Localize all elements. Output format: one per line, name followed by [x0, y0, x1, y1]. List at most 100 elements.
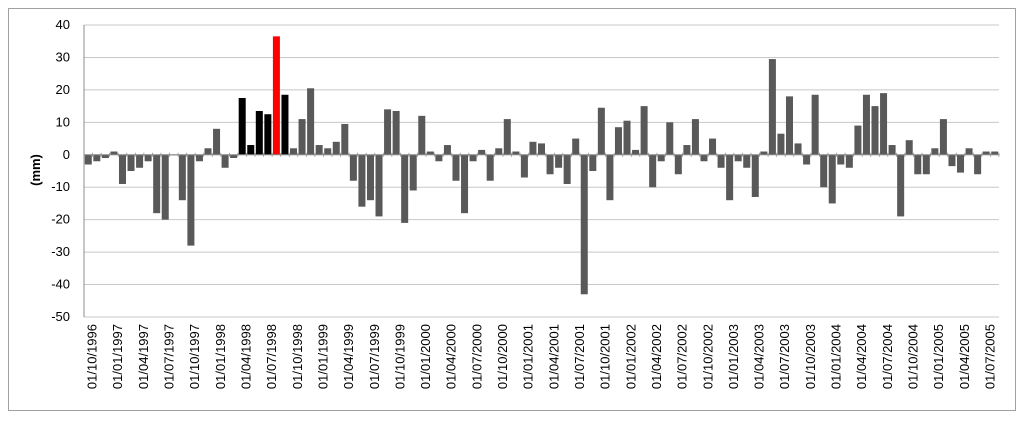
x-tick-label: 01/04/2001 [546, 324, 561, 389]
bar [580, 154, 588, 295]
x-tick-label: 01/04/2000 [444, 324, 459, 389]
bar [495, 148, 503, 155]
bar [247, 145, 255, 155]
bar [537, 143, 545, 155]
bar [315, 145, 323, 155]
bar [939, 119, 947, 155]
bar [418, 115, 426, 155]
bar [512, 151, 520, 155]
bar [213, 128, 221, 155]
bar [272, 36, 280, 155]
x-tick-labels: 01/10/1996 01/01/1997 01/04/1997 01/07/1997… [85, 324, 998, 389]
bar [221, 154, 229, 168]
bar [828, 154, 836, 204]
bar [914, 154, 922, 175]
x-tick-label: 01/04/1997 [136, 324, 151, 389]
bars [84, 36, 999, 295]
bar [546, 154, 554, 175]
x-tick-label: 01/10/1997 [187, 324, 202, 389]
bar [700, 154, 708, 162]
x-tick-label: 01/10/2003 [803, 324, 818, 389]
x-tick-label: 01/04/2002 [649, 324, 664, 389]
bar [803, 154, 811, 165]
x-tick-label: 01/07/2001 [572, 324, 587, 389]
y-tick-label: -20 [51, 212, 70, 227]
x-tick-label: 01/04/2004 [854, 324, 869, 389]
bar [264, 114, 272, 155]
bar [734, 154, 742, 162]
x-tick-label: 01/10/2000 [495, 324, 510, 389]
bar [409, 154, 417, 191]
bar [469, 154, 477, 162]
y-tick-label: -40 [51, 277, 70, 292]
y-tick-labels: 40 30 20 10 0 -10 -20 -30 -40 -50 [51, 17, 70, 324]
bar [922, 154, 930, 175]
x-tick-label: 01/01/2002 [623, 324, 638, 389]
bar [717, 154, 725, 168]
bar [161, 154, 169, 220]
bar [751, 154, 759, 197]
x-tick-label: 01/01/2005 [931, 324, 946, 389]
x-tick-label: 01/01/2004 [829, 324, 844, 389]
y-axis-label: (mm) [28, 154, 43, 186]
bar [948, 154, 956, 167]
axes [83, 25, 1000, 317]
bar [974, 154, 982, 175]
bar [880, 93, 888, 155]
x-tick-label: 01/04/1999 [341, 324, 356, 389]
bar [452, 154, 460, 181]
bar [298, 119, 306, 155]
x-tick-label: 01/10/1998 [290, 324, 305, 389]
bar [811, 94, 819, 155]
bar [187, 154, 195, 246]
x-tick-label: 01/10/1996 [85, 324, 100, 389]
x-tick-label: 01/10/2004 [905, 324, 920, 389]
bar [982, 151, 990, 155]
bar [768, 59, 776, 155]
bar [144, 154, 152, 162]
bar [281, 94, 289, 155]
bar [606, 154, 614, 201]
x-tick-label: 01/04/2003 [752, 324, 767, 389]
bar [153, 154, 161, 214]
bar [461, 154, 469, 214]
bar [392, 110, 400, 155]
bar [632, 149, 640, 155]
bar [931, 148, 939, 155]
x-tick-label: 01/04/2005 [957, 324, 972, 389]
bar [854, 125, 862, 155]
bar [683, 145, 691, 155]
bar [555, 154, 563, 168]
bar [957, 154, 965, 173]
bar [204, 148, 212, 155]
y-tick-label: -30 [51, 244, 70, 259]
bar [366, 154, 374, 201]
x-tick-label: 01/01/2000 [418, 324, 433, 389]
y-tick-label: -50 [51, 309, 70, 324]
bar [349, 154, 357, 181]
bar [845, 154, 853, 168]
bar [691, 119, 699, 155]
x-tick-label: 01/07/1999 [367, 324, 382, 389]
bar [178, 154, 186, 201]
x-tick-label: 01/01/2003 [726, 324, 741, 389]
y-tick-label: 0 [63, 147, 70, 162]
bar [332, 141, 340, 155]
x-tick-label: 01/07/2003 [777, 324, 792, 389]
y-tick-label: -10 [51, 179, 70, 194]
bar [486, 154, 494, 181]
x-tick-label: 01/07/2000 [469, 324, 484, 389]
bar [384, 109, 392, 155]
bar [290, 148, 298, 155]
bar [195, 154, 203, 162]
x-tick-label: 01/01/1997 [110, 324, 125, 389]
bar [623, 120, 631, 155]
bar [760, 151, 768, 155]
x-tick-label: 01/01/1999 [315, 324, 330, 389]
x-tick-label: 01/10/2001 [598, 324, 613, 389]
bar [666, 122, 674, 155]
bar [93, 154, 101, 162]
bar [743, 154, 751, 168]
y-tick-label: 20 [56, 82, 70, 97]
